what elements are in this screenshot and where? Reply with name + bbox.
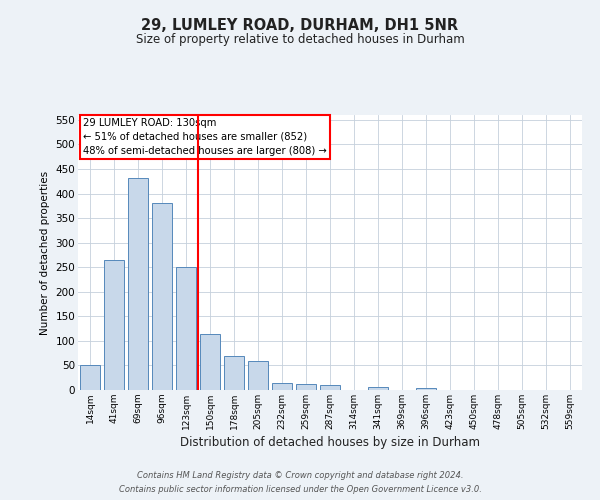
Bar: [104, 260, 124, 390]
Bar: [128, 178, 148, 390]
Text: Contains public sector information licensed under the Open Government Licence v3: Contains public sector information licen…: [119, 484, 481, 494]
Bar: [320, 385, 340, 390]
Text: 29, LUMLEY ROAD, DURHAM, DH1 5NR: 29, LUMLEY ROAD, DURHAM, DH1 5NR: [142, 18, 458, 32]
Bar: [200, 334, 220, 390]
Text: Distribution of detached houses by size in Durham: Distribution of detached houses by size …: [180, 436, 480, 449]
Text: 29 LUMLEY ROAD: 130sqm
← 51% of detached houses are smaller (852)
48% of semi-de: 29 LUMLEY ROAD: 130sqm ← 51% of detached…: [83, 118, 327, 156]
Bar: [224, 356, 244, 390]
Bar: [416, 388, 436, 390]
Bar: [272, 382, 292, 390]
Bar: [368, 386, 388, 390]
Bar: [248, 360, 268, 390]
Bar: [152, 204, 172, 390]
Bar: [176, 267, 196, 390]
Y-axis label: Number of detached properties: Number of detached properties: [40, 170, 50, 334]
Text: Size of property relative to detached houses in Durham: Size of property relative to detached ho…: [136, 32, 464, 46]
Bar: [80, 366, 100, 390]
Text: Contains HM Land Registry data © Crown copyright and database right 2024.: Contains HM Land Registry data © Crown c…: [137, 472, 463, 480]
Bar: [296, 384, 316, 390]
